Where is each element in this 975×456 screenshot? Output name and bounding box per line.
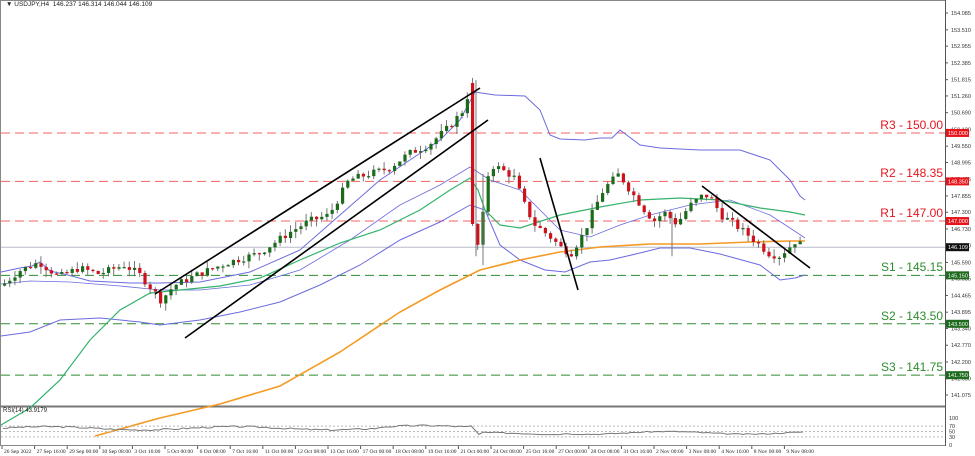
svg-text:29 Sep 00:00: 29 Sep 00:00 [69, 449, 98, 455]
svg-text:141.075: 141.075 [951, 393, 971, 399]
price-axis: 154.085 153.510 152.955 152.385 151.815 151.2… [945, 11, 971, 399]
svg-text:30 Sep 08:00: 30 Sep 08:00 [102, 449, 131, 455]
level-label-r3: R3 - 150.00 [880, 117, 943, 132]
candles [3, 77, 802, 311]
svg-text:146.730: 146.730 [951, 227, 971, 233]
svg-text:142.200: 142.200 [951, 360, 971, 366]
svg-text:6 Oct 08:00: 6 Oct 08:00 [200, 449, 226, 455]
svg-text:0: 0 [949, 443, 952, 449]
svg-text:147.300: 147.300 [951, 210, 971, 216]
svg-text:3 Oct 16:00: 3 Oct 16:00 [134, 449, 160, 455]
svg-text:9 Nov 08:00: 9 Nov 08:00 [786, 449, 814, 455]
svg-text:152.955: 152.955 [951, 44, 971, 50]
svg-text:70: 70 [949, 424, 955, 430]
symbol: USDJPY,H4 [14, 1, 50, 8]
svg-text:152.385: 152.385 [951, 61, 971, 67]
level-lines [1, 132, 945, 376]
svg-text:7 Oct 16:00: 7 Oct 16:00 [232, 449, 258, 455]
svg-text:27 Oct 00:00: 27 Oct 00:00 [558, 449, 587, 455]
svg-text:12 Oct 08:00: 12 Oct 08:00 [297, 449, 326, 455]
svg-text:19 Oct 16:00: 19 Oct 16:00 [428, 449, 457, 455]
svg-text:145.035: 145.035 [951, 277, 971, 283]
svg-text:28 Oct 08:00: 28 Oct 08:00 [591, 449, 620, 455]
svg-text:149.550: 149.550 [951, 144, 971, 150]
svg-text:100: 100 [949, 416, 958, 422]
svg-text:148.350: 148.350 [948, 179, 968, 185]
svg-text:21 Oct 00:00: 21 Oct 00:00 [460, 449, 489, 455]
svg-text:150.690: 150.690 [951, 111, 971, 117]
svg-text:141.750: 141.750 [948, 373, 968, 379]
svg-text:153.510: 153.510 [951, 28, 971, 34]
svg-text:147.000: 147.000 [948, 219, 968, 225]
svg-text:5 Oct 00:00: 5 Oct 00:00 [167, 449, 193, 455]
svg-text:30: 30 [949, 435, 955, 441]
svg-text:11 Oct 00:00: 11 Oct 00:00 [265, 449, 294, 455]
svg-text:2 Nov 00:00: 2 Nov 00:00 [656, 449, 684, 455]
svg-text:143.895: 143.895 [951, 310, 971, 316]
trendlines [154, 87, 811, 339]
svg-text:146.109: 146.109 [948, 245, 968, 251]
level-label-r2: R2 - 148.35 [880, 166, 943, 181]
svg-text:50: 50 [949, 430, 955, 436]
ohlc-values: 146.237 146.314 146.044 146.109 [52, 1, 153, 8]
svg-text:18 Oct 08:00: 18 Oct 08:00 [395, 449, 424, 455]
rsi-label: RSI(14) 43.9179 [3, 408, 48, 414]
svg-text:141.630: 141.630 [951, 377, 971, 383]
svg-text:8 Nov 00:00: 8 Nov 00:00 [754, 449, 782, 455]
svg-text:31 Oct 16:00: 31 Oct 16:00 [623, 449, 652, 455]
svg-text:145.590: 145.590 [951, 260, 971, 266]
level-label-s3: S3 - 141.75 [880, 360, 943, 375]
chart-title: ▼ USDJPY,H4 146.237 146.314 146.044 146.… [6, 1, 153, 8]
svg-text:147.855: 147.855 [951, 194, 971, 200]
svg-text:25 Oct 16:00: 25 Oct 16:00 [526, 449, 555, 455]
svg-text:24 Oct 08:00: 24 Oct 08:00 [493, 449, 522, 455]
svg-text:3 Nov 08:00: 3 Nov 08:00 [689, 449, 717, 455]
svg-text:143.500: 143.500 [948, 322, 968, 328]
svg-text:144.465: 144.465 [951, 293, 971, 299]
svg-text:145.150: 145.150 [948, 273, 968, 279]
svg-text:4 Nov 16:00: 4 Nov 16:00 [721, 449, 749, 455]
svg-text:148.995: 148.995 [951, 160, 971, 166]
level-label-s2: S2 - 143.50 [880, 308, 943, 323]
svg-text:151.815: 151.815 [951, 78, 971, 84]
svg-text:27 Sep 16:00: 27 Sep 16:00 [37, 449, 66, 455]
level-label-r1: R1 - 147.00 [880, 206, 943, 221]
svg-text:142.770: 142.770 [951, 343, 971, 349]
svg-text:143.340: 143.340 [951, 326, 971, 332]
svg-text:154.085: 154.085 [951, 11, 971, 17]
time-axis: 26 Sep 2022 27 Sep 16:00 29 Sep 00:00 30 Se… [1, 446, 814, 455]
svg-text:13 Oct 16:00: 13 Oct 16:00 [330, 449, 359, 455]
level-label-s1: S1 - 145.15 [880, 260, 943, 275]
svg-text:150.000: 150.000 [948, 131, 968, 137]
svg-text:26 Sep 2022: 26 Sep 2022 [4, 449, 32, 455]
svg-text:151.260: 151.260 [951, 94, 971, 100]
svg-text:17 Oct 00:00: 17 Oct 00:00 [363, 449, 392, 455]
